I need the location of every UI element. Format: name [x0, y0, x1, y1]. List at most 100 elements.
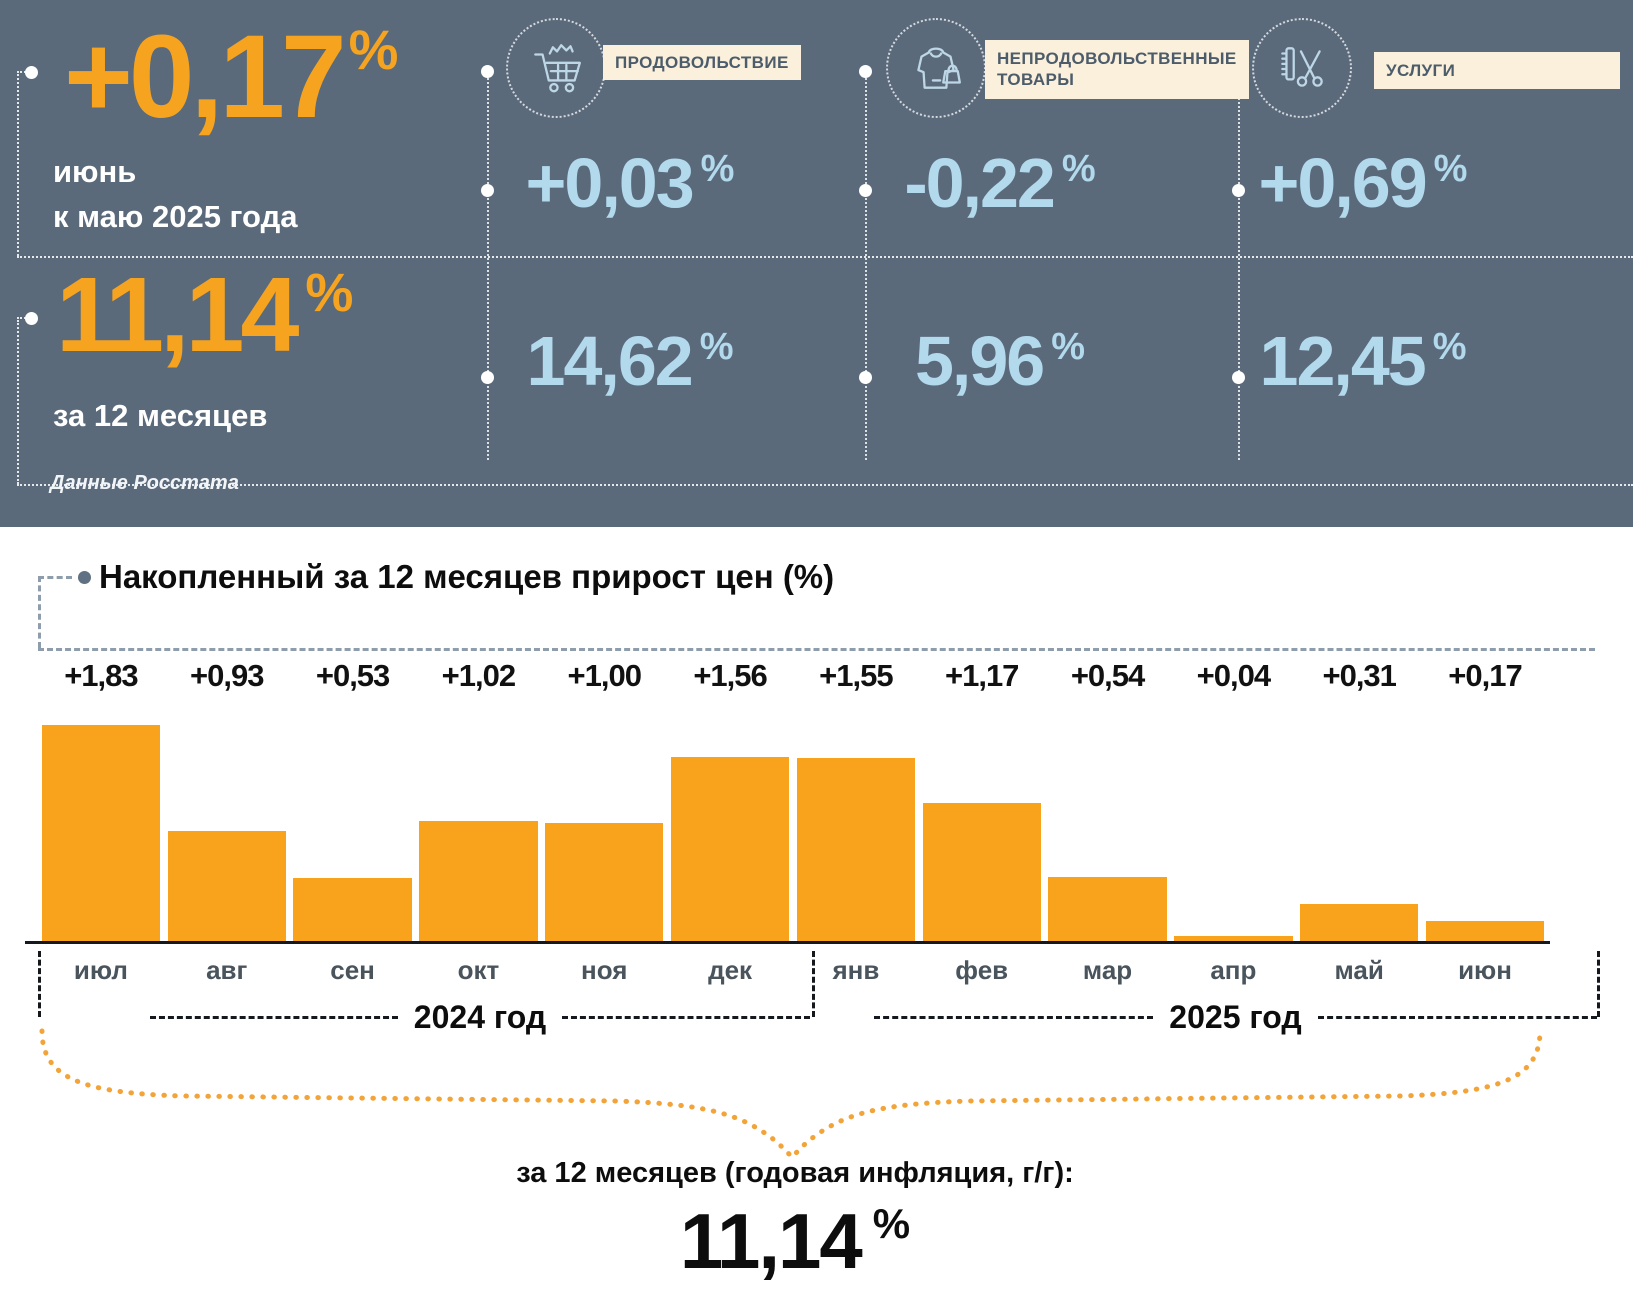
bar-value-label: +0,54: [1070, 658, 1145, 693]
bar: [1425, 921, 1545, 941]
bar-value-label: +1,00: [567, 658, 642, 693]
bar-cell: [1296, 721, 1422, 941]
bar-cell: [793, 721, 919, 941]
year-bracket-tick: [812, 951, 815, 1017]
bar-value-label: +0,04: [1196, 658, 1271, 693]
food-monthly-value: +0,03%: [487, 148, 773, 218]
bar-value-label: +1,02: [441, 658, 516, 693]
bar: [1174, 936, 1293, 941]
bar-cell: [290, 721, 416, 941]
month-label: сен: [330, 954, 375, 985]
month-labels-row: июл авг сен окт ноя дек янв фев мар апр май июн: [38, 953, 1548, 987]
annual-inflation-number: 11,14: [56, 256, 299, 374]
bar-cell: [1045, 721, 1171, 941]
separator-dot: [481, 371, 494, 384]
value-number: 11,14: [679, 1197, 863, 1285]
bar-value-label: +0,17: [1448, 658, 1522, 693]
bar: [922, 803, 1041, 941]
month-label: янв: [832, 954, 880, 985]
bar-value-labels-row: +1,83 +0,93 +0,53 +1,02 +1,00 +1,56 +1,55 +1,17…: [38, 655, 1548, 697]
value-number: +0,03: [525, 144, 695, 222]
year-bracket-tick: [38, 951, 41, 1017]
nonfood-icon-circle: [886, 18, 986, 118]
separator-dot: [1232, 184, 1245, 197]
comb-and-scissors-icon: [1281, 47, 1323, 87]
title-bracket: [38, 576, 41, 648]
bar: [796, 758, 916, 941]
separator-dot: [481, 184, 494, 197]
month-label: июл: [73, 954, 128, 985]
separator-dot: [481, 65, 494, 78]
data-source-note: Данные Росстата: [50, 472, 239, 494]
month-label: фев: [955, 954, 1009, 985]
separator-dot: [859, 65, 872, 78]
bar: [167, 831, 286, 941]
annual-inflation-footer-caption: за 12 месяцев (годовая инфляция, г/г):: [516, 1157, 1074, 1189]
value-number: 12,45: [1259, 322, 1427, 400]
annual-inflation-footer-value: 11,14%: [0, 1179, 1590, 1304]
inflation-summary-panel: +0,17% июнь к маю 2025 года 11,14% за 12…: [0, 0, 1633, 527]
monthly-inflation-number: +0,17: [64, 11, 347, 143]
month-label: ноя: [581, 954, 628, 985]
bar-cell: [541, 721, 667, 941]
bar-value-label: +0,31: [1322, 658, 1396, 693]
services-annual-value: 12,45%: [1238, 326, 1488, 396]
services-label-chip: УСЛУГИ: [1374, 52, 1620, 90]
month-label: май: [1334, 954, 1384, 985]
month-label: мар: [1082, 954, 1133, 985]
bar: [670, 757, 790, 941]
bracket-line: [17, 320, 19, 484]
bracket-line: [17, 74, 19, 256]
bar: [545, 823, 664, 941]
bar: [293, 878, 412, 941]
percent-sign: %: [1433, 148, 1468, 190]
column-separator: [487, 70, 489, 460]
year-dash: [874, 1015, 1154, 1019]
bracket-line: [17, 317, 33, 319]
shopping-cart-icon: [534, 44, 581, 93]
title-underline-dashed: [38, 648, 1595, 651]
percent-sign: %: [348, 18, 399, 81]
year-2025-bracket: 2025 год: [814, 995, 1598, 1039]
bar-value-label: +1,83: [64, 658, 138, 693]
bar: [419, 821, 538, 941]
month-label: дек: [708, 954, 753, 985]
annual-total-brace: [39, 1028, 1543, 1161]
month-label: июн: [1458, 954, 1512, 985]
header-divider-bottom: [17, 484, 1633, 486]
bar-cell: [919, 721, 1045, 941]
bar-cell: [1170, 721, 1296, 941]
month-label: апр: [1210, 954, 1257, 985]
annual-inflation-caption: за 12 месяцев: [53, 398, 268, 433]
nonfood-label-chip: НЕПРОДОВОЛЬСТВЕННЫЕ ТОВАРЫ: [985, 40, 1249, 99]
percent-sign: %: [1051, 326, 1086, 368]
separator-dot: [1232, 371, 1245, 384]
year-dash: [562, 1015, 811, 1019]
services-label: УСЛУГИ: [1374, 52, 1620, 90]
month-label: авг: [206, 954, 248, 985]
food-label: ПРОДОВОЛЬСТВИЕ: [603, 45, 801, 80]
caption-line: к маю 2025 года: [53, 198, 298, 234]
title-bracket: [38, 576, 72, 579]
food-annual-value: 14,62%: [487, 326, 773, 396]
bar-cell: [667, 721, 793, 941]
food-label-chip: ПРОДОВОЛЬСТВИЕ: [603, 45, 801, 80]
month-label: окт: [457, 954, 500, 985]
bar-cell: [415, 721, 541, 941]
year-2025-label: 2025 год: [1169, 998, 1302, 1035]
column-separator: [865, 70, 867, 460]
year-dash: [1317, 1015, 1598, 1019]
value-number: 5,96: [914, 322, 1045, 400]
nonfood-label: НЕПРОДОВОЛЬСТВЕННЫЕ ТОВАРЫ: [985, 40, 1249, 99]
percent-sign: %: [700, 148, 735, 190]
value-number: 14,62: [526, 322, 694, 400]
services-monthly-value: +0,69%: [1238, 148, 1488, 218]
year-2024-label: 2024 год: [413, 998, 547, 1035]
food-icon-circle: [506, 18, 606, 118]
bar-cell: [1422, 721, 1548, 941]
column-separator: [1238, 70, 1240, 460]
bar-value-label: +0,93: [190, 658, 264, 693]
x-axis-line: [25, 941, 1550, 944]
annual-inflation-value: 11,14%: [56, 262, 353, 368]
bar-cell: [164, 721, 290, 941]
